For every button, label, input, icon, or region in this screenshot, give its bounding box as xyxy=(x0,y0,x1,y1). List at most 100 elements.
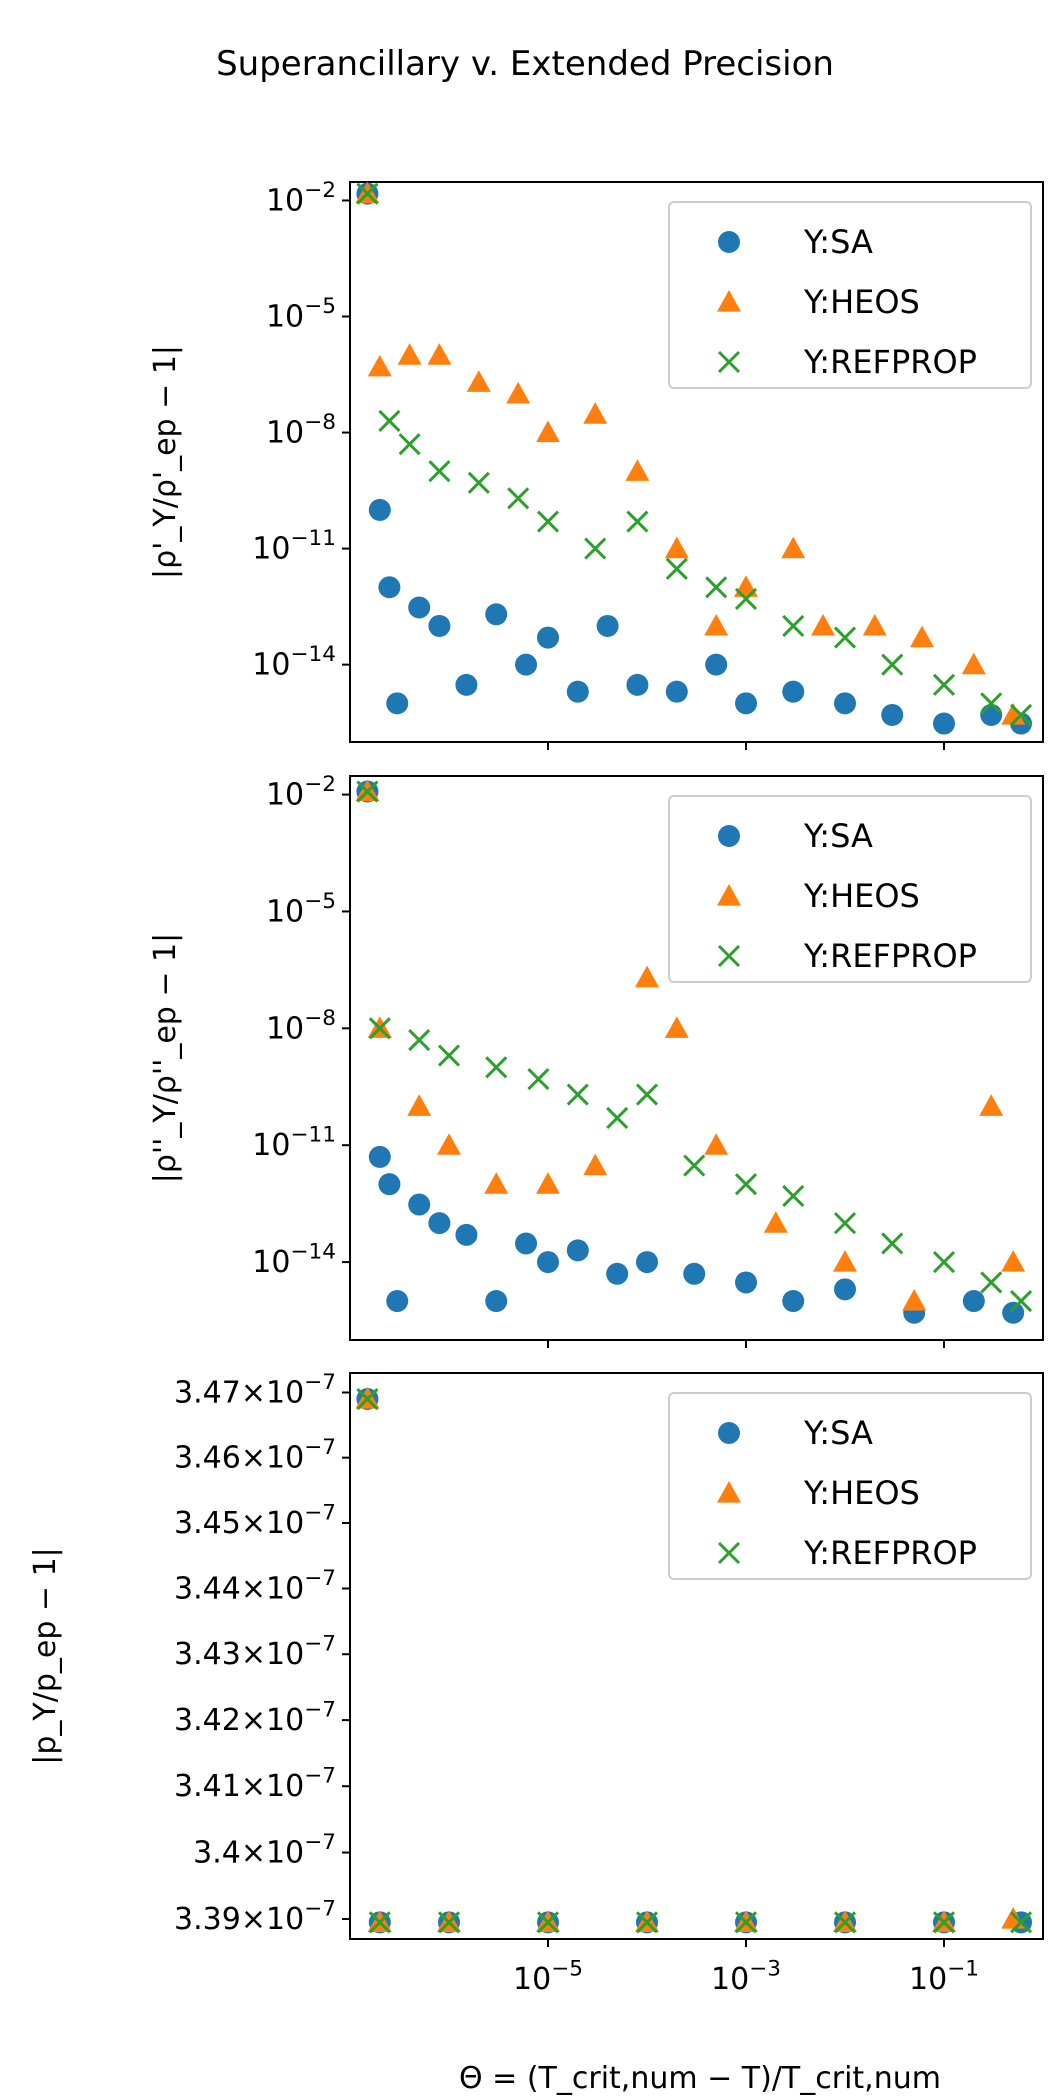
data-point xyxy=(428,614,451,637)
data-point xyxy=(428,460,451,483)
legend-label: Y:SA xyxy=(803,817,873,855)
data-point xyxy=(734,587,758,610)
y-tick-label: 10−11 xyxy=(252,1123,336,1164)
data-point xyxy=(683,1262,706,1285)
data-point xyxy=(466,370,491,392)
series-y-heos xyxy=(355,779,1026,1311)
legend-label: Y:HEOS xyxy=(803,877,920,915)
data-point xyxy=(980,703,1003,726)
data-point xyxy=(811,613,836,636)
data-point xyxy=(368,1017,391,1040)
data-point xyxy=(515,653,538,676)
data-point xyxy=(606,1106,629,1130)
legend-frame xyxy=(668,1392,1032,1580)
legend-marker xyxy=(717,884,741,906)
data-point xyxy=(408,1193,431,1216)
data-point xyxy=(1009,1911,1033,1934)
legend: Y:SA Y:HEOS Y:REFPROP xyxy=(668,1392,1032,1580)
legend-label: Y:REFPROP xyxy=(803,1534,977,1572)
y-tick-label: 3.41×10−7 xyxy=(174,1764,336,1805)
data-point xyxy=(635,1911,659,1934)
data-point xyxy=(378,409,401,432)
series-y-sa xyxy=(356,780,1025,1324)
data-layer xyxy=(355,1387,1033,1934)
data-point xyxy=(427,343,452,365)
data-point xyxy=(961,652,986,675)
data-point xyxy=(408,1028,431,1052)
data-point xyxy=(378,1173,401,1196)
y-tick-label: 10−14 xyxy=(252,642,336,683)
y-tick-label: 3.42×10−7 xyxy=(174,1698,336,1739)
data-point xyxy=(407,1094,432,1116)
legend-label: Y:HEOS xyxy=(803,1474,920,1512)
data-point xyxy=(932,1911,956,1934)
legend-marker xyxy=(717,350,741,374)
data-point xyxy=(536,510,560,533)
data-point xyxy=(625,459,650,481)
data-point xyxy=(596,614,619,637)
data-point xyxy=(386,1290,409,1313)
data-point xyxy=(536,1172,560,1194)
data-point xyxy=(507,487,530,510)
data-point xyxy=(467,471,490,494)
data-point xyxy=(368,1145,391,1168)
legend-marker xyxy=(718,1422,740,1444)
data-point xyxy=(932,1251,956,1274)
data-point xyxy=(910,625,935,648)
data-point xyxy=(566,1083,589,1106)
data-point xyxy=(980,1271,1003,1294)
y-tick-label: 10−2 xyxy=(266,772,336,813)
legend-label: Y:HEOS xyxy=(803,283,920,321)
data-point xyxy=(368,498,391,521)
data-point xyxy=(536,420,560,443)
data-point xyxy=(386,692,409,715)
y-tick-label: 10−5 xyxy=(266,294,336,335)
data-point xyxy=(734,1911,758,1934)
legend-marker xyxy=(718,825,740,847)
legend-label: Y:SA xyxy=(803,223,873,261)
data-point xyxy=(665,680,688,703)
data-point xyxy=(584,537,607,560)
data-point xyxy=(862,613,887,636)
data-point xyxy=(933,712,955,735)
figure-title: Superancillary v. Extended Precision xyxy=(216,44,834,84)
data-point xyxy=(485,1290,508,1313)
data-point xyxy=(782,680,805,703)
legend-marker xyxy=(717,1541,741,1565)
legend-label: Y:REFPROP xyxy=(803,343,977,381)
y-tick-label: 3.46×10−7 xyxy=(174,1435,336,1476)
legend-marker xyxy=(717,290,741,312)
data-point xyxy=(437,1133,461,1155)
data-point xyxy=(484,1172,509,1194)
data-point xyxy=(437,1044,461,1067)
data-point xyxy=(397,343,422,365)
data-point xyxy=(735,692,757,715)
data-point xyxy=(833,1911,857,1934)
y-tick-label: 3.47×10−7 xyxy=(174,1370,336,1411)
data-point xyxy=(367,354,392,377)
data-layer xyxy=(355,182,1033,735)
data-point xyxy=(398,433,421,456)
y-tick-label: 3.4×10−7 xyxy=(193,1830,336,1871)
data-point xyxy=(566,1239,589,1262)
legend: Y:SA Y:HEOS Y:REFPROP xyxy=(668,795,1032,983)
y-tick-label: 10−2 xyxy=(266,178,336,219)
data-point xyxy=(527,1067,550,1091)
data-point xyxy=(932,673,956,696)
data-layer xyxy=(355,779,1033,1324)
y-tick-label: 3.44×10−7 xyxy=(174,1566,336,1607)
y-tick-label: 3.43×10−7 xyxy=(174,1632,336,1673)
data-point xyxy=(781,536,806,559)
data-point xyxy=(881,1232,904,1255)
data-point xyxy=(664,536,689,559)
series-y-refprop xyxy=(356,182,1033,727)
series-y-refprop xyxy=(356,780,1033,1313)
data-point xyxy=(1009,703,1033,727)
data-point xyxy=(368,1911,391,1934)
x-tick-label: 10−5 xyxy=(513,1957,583,1998)
data-point xyxy=(704,613,729,636)
data-point xyxy=(408,596,431,619)
data-point xyxy=(485,603,508,626)
legend-label: Y:REFPROP xyxy=(803,937,977,975)
